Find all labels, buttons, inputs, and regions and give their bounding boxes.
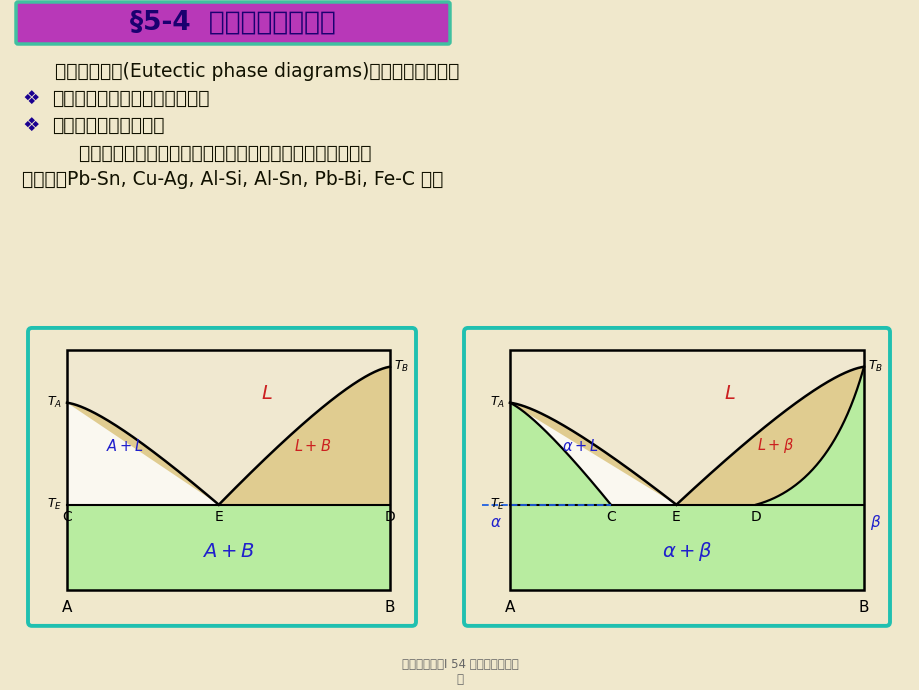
Text: $T_B$: $T_B$ xyxy=(867,359,882,374)
Text: A: A xyxy=(505,600,515,615)
Text: $A + B$: $A + B$ xyxy=(202,542,255,561)
Polygon shape xyxy=(67,350,390,504)
Polygon shape xyxy=(509,403,610,504)
Text: ❖: ❖ xyxy=(22,115,40,135)
Text: 在固态时二组元完全不相互溶解: 在固态时二组元完全不相互溶解 xyxy=(52,88,210,108)
Text: C: C xyxy=(606,510,615,524)
Text: A: A xyxy=(62,600,72,615)
Text: $L$: $L$ xyxy=(723,384,734,403)
Bar xyxy=(67,350,390,590)
Text: $T_E$: $T_E$ xyxy=(489,497,505,512)
Text: ❖: ❖ xyxy=(22,88,40,108)
Text: $\beta$: $\beta$ xyxy=(869,513,880,532)
FancyBboxPatch shape xyxy=(28,328,415,626)
Polygon shape xyxy=(509,350,863,504)
Bar xyxy=(509,504,863,590)
Bar xyxy=(67,504,390,590)
Polygon shape xyxy=(219,366,390,504)
Text: $T_A$: $T_A$ xyxy=(490,395,505,411)
Text: $T_B$: $T_B$ xyxy=(393,359,409,374)
Text: 合金系有Pb-Sn, Cu-Ag, Al-Si, Al-Sn, Pb-Bi, Fe-C 等。: 合金系有Pb-Sn, Cu-Ag, Al-Si, Al-Sn, Pb-Bi, F… xyxy=(22,170,443,190)
Text: B: B xyxy=(384,600,395,615)
Polygon shape xyxy=(755,366,863,504)
Bar xyxy=(67,350,390,590)
Text: $\alpha + \beta$: $\alpha + \beta$ xyxy=(661,540,711,563)
Text: B: B xyxy=(857,600,868,615)
Text: C: C xyxy=(62,510,72,524)
Text: 二元共晶相图(Eutectic phase diagrams)有两种基本形式：: 二元共晶相图(Eutectic phase diagrams)有两种基本形式： xyxy=(55,63,459,81)
Text: §5-4  二元共晶合金相图: §5-4 二元共晶合金相图 xyxy=(130,10,335,36)
Text: $L + \beta$: $L + \beta$ xyxy=(756,436,793,455)
Polygon shape xyxy=(67,403,219,504)
Text: $T_E$: $T_E$ xyxy=(47,497,62,512)
Text: $\alpha + L$: $\alpha + L$ xyxy=(562,438,598,454)
Text: $L + B$: $L + B$ xyxy=(293,438,331,454)
Text: 材料科学基础I 54 二元共晶合金相
图: 材料科学基础I 54 二元共晶合金相 图 xyxy=(402,658,517,686)
FancyBboxPatch shape xyxy=(463,328,889,626)
Polygon shape xyxy=(675,366,863,504)
Text: 在固态二组元有限溶解: 在固态二组元有限溶解 xyxy=(52,115,165,135)
Text: 后一种形式是常见的共晶相图。金属材料中具有共晶相图的: 后一种形式是常见的共晶相图。金属材料中具有共晶相图的 xyxy=(55,144,371,162)
Text: $\alpha$: $\alpha$ xyxy=(490,515,502,530)
Bar xyxy=(509,350,863,590)
FancyBboxPatch shape xyxy=(16,2,449,44)
Text: $T_A$: $T_A$ xyxy=(47,395,62,411)
Text: E: E xyxy=(671,510,680,524)
Bar xyxy=(509,350,863,590)
Text: D: D xyxy=(750,510,761,524)
Text: $A + L$: $A + L$ xyxy=(106,438,144,454)
Polygon shape xyxy=(509,403,675,504)
Text: E: E xyxy=(214,510,223,524)
Text: D: D xyxy=(384,510,395,524)
Text: $L$: $L$ xyxy=(261,384,273,403)
